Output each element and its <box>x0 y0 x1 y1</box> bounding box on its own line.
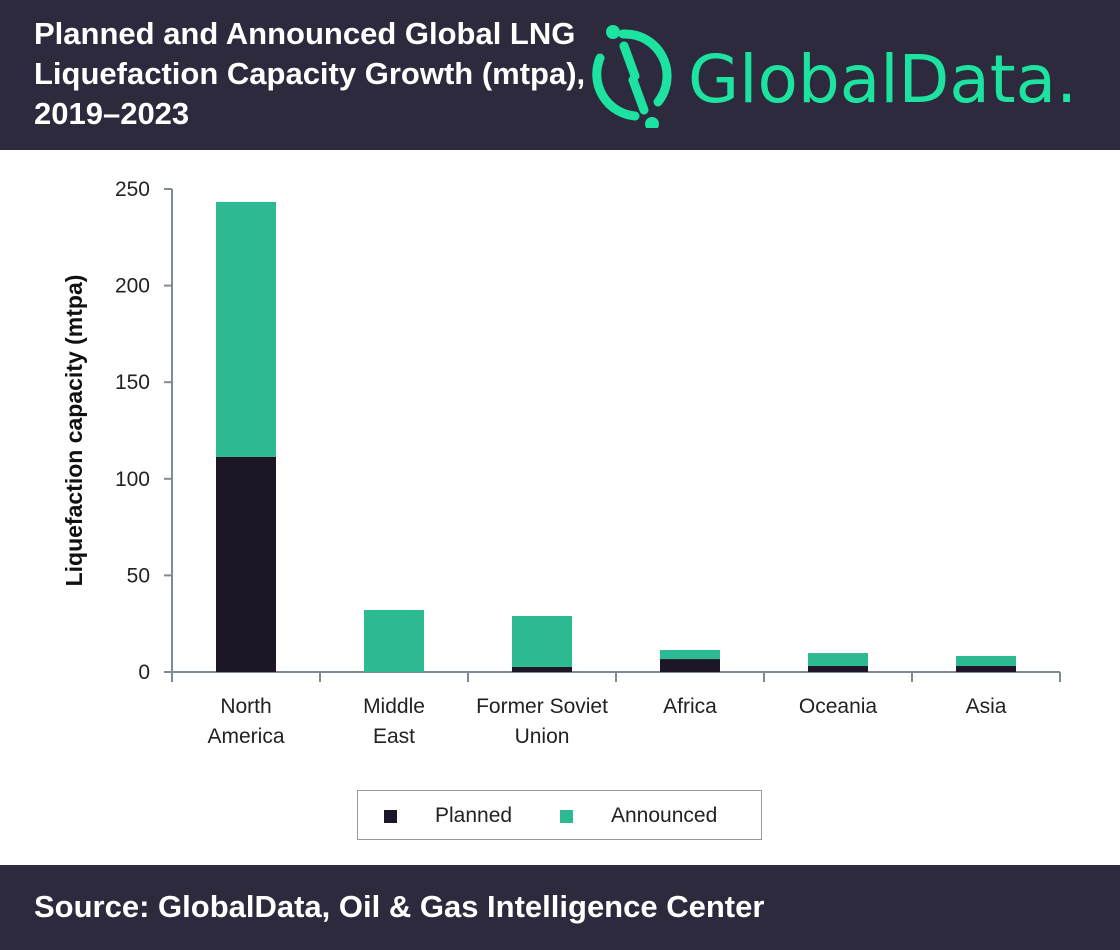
y-tick-label: 50 <box>127 564 150 587</box>
bar-announced <box>808 653 868 667</box>
x-tick-label: America <box>207 725 284 748</box>
chart-area: 0 50 100 150 200 250 Liquefaction capacity (mt… <box>61 178 1061 748</box>
y-tick-label: 0 <box>138 661 150 684</box>
legend-label: Planned <box>435 804 513 827</box>
legend-swatch-planned <box>384 809 397 823</box>
y-axis-label: Liquefaction capacity (mtpa) <box>61 275 87 587</box>
bar-announced <box>512 615 572 667</box>
bar-planned <box>956 666 1016 672</box>
x-tick-label: Africa <box>663 695 717 718</box>
globaldata-logo: GlobalData. <box>592 25 1077 128</box>
x-tick-label: East <box>373 725 415 748</box>
x-tick-label: North <box>220 695 271 718</box>
bar-announced <box>956 655 1016 667</box>
y-tick-label: 100 <box>115 468 150 491</box>
y-tick-label: 200 <box>115 275 150 298</box>
bar-announced <box>364 609 424 672</box>
y-tick-label: 150 <box>115 371 150 394</box>
x-tick-label: Oceania <box>799 695 878 718</box>
legend: Planned Announced <box>357 790 762 840</box>
legend-label: Announced <box>611 804 718 827</box>
svg-text:GlobalData.: GlobalData. <box>688 41 1077 118</box>
footer: Source: GlobalData, Oil & Gas Intelligen… <box>0 865 1120 950</box>
x-tick-label: Middle <box>363 695 425 718</box>
x-tick-label: Union <box>515 725 570 748</box>
bar-planned <box>216 456 276 672</box>
bar-planned <box>512 666 572 672</box>
legend-item-announced: Announced <box>560 804 717 828</box>
bar-planned <box>660 659 720 672</box>
y-tick-label: 250 <box>115 178 150 201</box>
bar-planned <box>808 666 868 672</box>
x-tick-label: Former Soviet <box>476 695 608 718</box>
x-tick-label: Asia <box>966 695 1007 718</box>
chart-title: Planned and Announced Global LNG Liquefa… <box>34 16 586 131</box>
legend-item-planned: Planned <box>384 804 512 828</box>
bar-announced <box>216 201 276 457</box>
bar-announced <box>660 649 720 660</box>
legend-swatch-announced <box>560 809 573 823</box>
header: Planned and Announced Global LNG Liquefa… <box>0 0 1120 150</box>
source-note: Source: GlobalData, Oil & Gas Intelligen… <box>34 889 765 924</box>
